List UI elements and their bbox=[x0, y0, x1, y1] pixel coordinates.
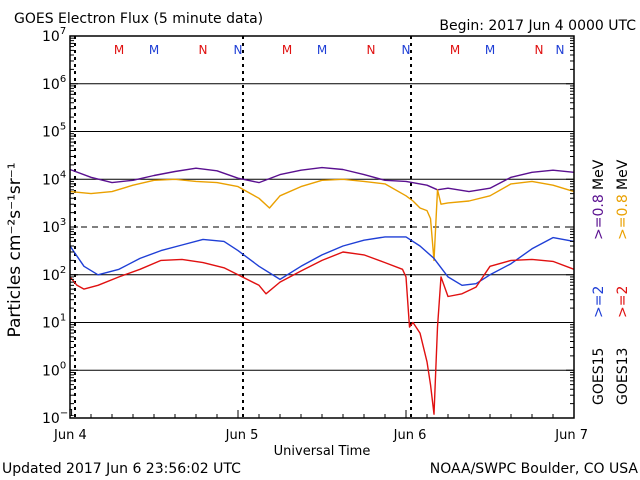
y-tick-label: 107 bbox=[42, 26, 66, 45]
local-time-marker: N bbox=[535, 43, 544, 57]
x-tick-label: Jun 4 bbox=[53, 428, 87, 443]
local-time-marker: N bbox=[402, 43, 411, 57]
series-line bbox=[69, 236, 575, 286]
y-tick-label: 102 bbox=[42, 265, 66, 284]
chart-title: GOES Electron Flux (5 minute data) bbox=[14, 11, 263, 27]
series-line bbox=[69, 251, 575, 415]
local-time-marker: M bbox=[317, 43, 327, 57]
series-label: >=2 bbox=[615, 286, 631, 318]
series-label: GOES15 bbox=[591, 348, 607, 405]
local-time-marker: M bbox=[485, 43, 495, 57]
y-tick-label: 10−1 bbox=[42, 408, 75, 427]
y-axis-ticks: 10−1 100 101 102 103 104 105 106 107 bbox=[42, 26, 574, 427]
x-axis-ticks: Jun 4 Jun 5 Jun 6 Jun 7 bbox=[53, 410, 588, 443]
series-line bbox=[69, 178, 575, 262]
x-tick-label: Jun 7 bbox=[554, 428, 588, 443]
y-tick-label: 106 bbox=[42, 74, 66, 93]
local-time-marker: M bbox=[149, 43, 159, 57]
series-label: >=0.8 bbox=[615, 194, 631, 240]
local-time-marker: N bbox=[556, 43, 565, 57]
series-label: MeV bbox=[615, 159, 631, 190]
local-time-marker: M bbox=[450, 43, 460, 57]
local-time-marker: M bbox=[282, 43, 292, 57]
y-tick-label: 100 bbox=[42, 360, 66, 379]
x-axis-label: Universal Time bbox=[274, 444, 371, 459]
x-tick-label: Jun 6 bbox=[393, 428, 427, 443]
series-line bbox=[69, 166, 575, 193]
x-tick-label: Jun 5 bbox=[225, 428, 259, 443]
local-time-marker: N bbox=[199, 43, 208, 57]
plot-frame bbox=[69, 35, 575, 419]
local-time-marker: N bbox=[234, 43, 243, 57]
local-time-marker: N bbox=[367, 43, 376, 57]
flux-series bbox=[69, 166, 575, 415]
agency-credit: NOAA/SWPC Boulder, CO USA bbox=[430, 461, 639, 477]
y-tick-label: 101 bbox=[42, 313, 66, 332]
series-label: >=0.8 bbox=[591, 194, 607, 240]
updated-time: Updated 2017 Jun 6 23:56:02 UTC bbox=[2, 461, 241, 477]
series-label: >=2 bbox=[591, 286, 607, 318]
y-tick-label: 105 bbox=[42, 122, 66, 141]
gridlines bbox=[70, 35, 574, 419]
legend-labels: GOES15 >=2 >=0.8 MeV GOES13 >=2 >=0.8 MeV bbox=[591, 159, 631, 405]
local-time-marker: M bbox=[114, 43, 124, 57]
series-label: MeV bbox=[591, 159, 607, 190]
y-tick-label: 103 bbox=[42, 217, 66, 236]
begin-time: Begin: 2017 Jun 4 0000 UTC bbox=[439, 18, 636, 34]
y-tick-label: 104 bbox=[42, 169, 66, 188]
series-label: GOES13 bbox=[615, 348, 631, 405]
y-axis-label: Particles cm⁻²s⁻¹sr⁻¹ bbox=[5, 162, 25, 337]
